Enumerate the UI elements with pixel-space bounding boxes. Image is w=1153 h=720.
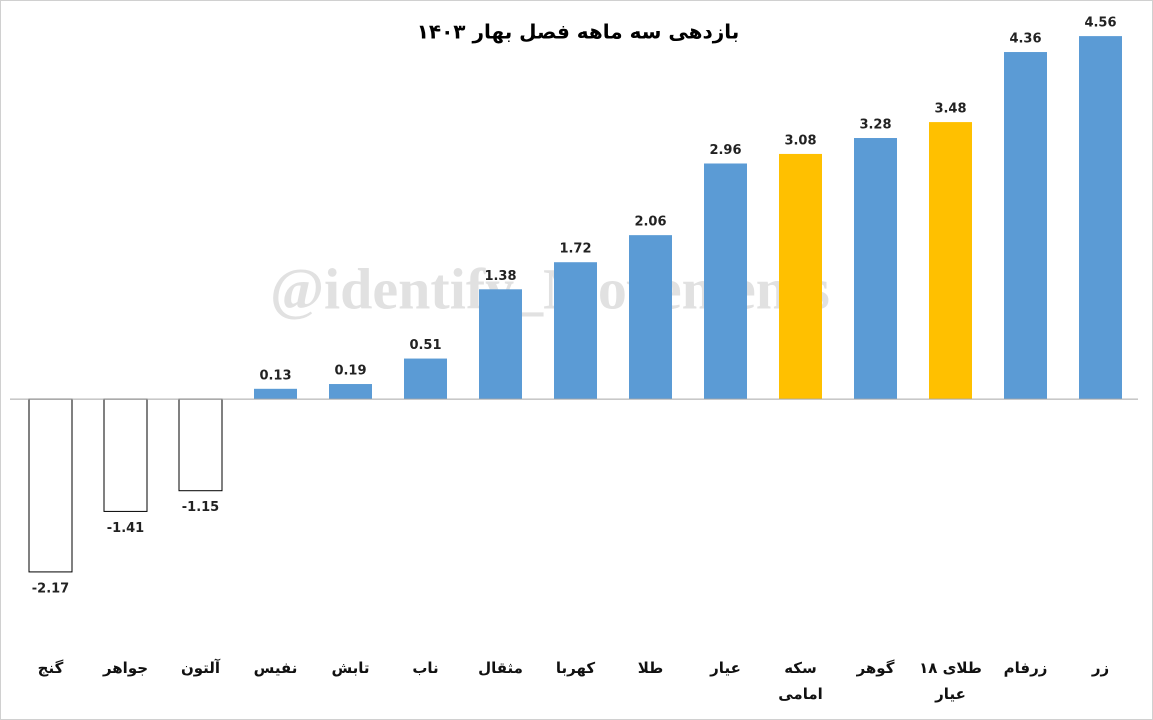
value-label: -2.17	[32, 581, 69, 596]
bar	[554, 262, 597, 400]
bar	[404, 358, 447, 400]
bar	[479, 289, 522, 400]
x-tick-label: جواهر	[102, 659, 149, 677]
value-label: -1.41	[107, 521, 144, 536]
x-tick-label: طلای ۱۸ عیار	[919, 659, 982, 703]
x-tick-label: آلتون	[180, 659, 221, 677]
value-label: 0.51	[409, 338, 441, 353]
value-label: 1.72	[559, 242, 591, 257]
x-tick-label: گوهر	[856, 659, 895, 677]
value-label: -1.15	[182, 500, 219, 515]
x-tick-label: گنج	[37, 659, 64, 677]
value-label: 0.13	[259, 368, 291, 383]
value-label: 1.38	[484, 269, 516, 284]
value-label: 4.56	[1084, 16, 1116, 31]
x-tick-label: زرفام	[1003, 659, 1048, 677]
x-tick-label: عیار	[710, 659, 741, 677]
value-label: 3.28	[859, 118, 891, 133]
x-tick-label: ناب	[412, 659, 439, 677]
bar	[929, 122, 972, 400]
bar	[28, 398, 73, 573]
x-tick-label: کهربا	[555, 659, 596, 677]
value-label: 3.08	[784, 133, 816, 148]
bar	[854, 138, 897, 400]
bar	[254, 388, 297, 400]
value-label: 3.48	[934, 102, 966, 117]
bar	[178, 398, 223, 492]
x-tick-label: تابش	[331, 659, 370, 677]
bar	[103, 398, 148, 512]
x-tick-label: نفیس	[253, 659, 298, 677]
x-tick-label: سکه امامی	[778, 659, 823, 703]
bar	[629, 235, 672, 400]
bar	[329, 384, 372, 400]
bar	[704, 163, 747, 400]
value-label: 2.06	[634, 215, 666, 230]
chart-title: بازدهی سه ماهه فصل بهار ۱۴۰۳	[417, 20, 740, 44]
value-label: 0.19	[334, 364, 366, 379]
x-tick-label: مثقال	[478, 659, 523, 677]
value-label: 2.96	[709, 143, 741, 158]
value-label: 4.36	[1009, 32, 1041, 47]
bar	[1004, 52, 1047, 400]
bar	[779, 153, 822, 400]
bar	[1079, 36, 1122, 400]
x-tick-label: طلا	[637, 659, 664, 677]
x-tick-label: زر	[1091, 659, 1110, 677]
